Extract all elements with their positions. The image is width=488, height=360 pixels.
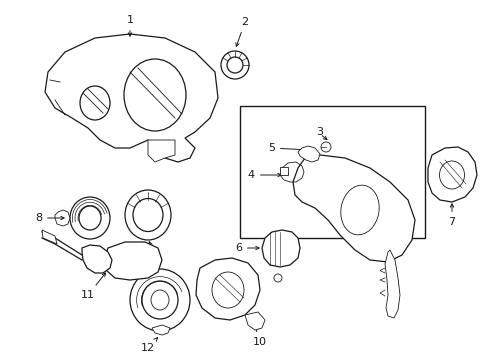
Circle shape: [320, 142, 330, 152]
Text: 12: 12: [141, 338, 157, 353]
Polygon shape: [427, 147, 476, 202]
Polygon shape: [297, 146, 319, 162]
Text: 10: 10: [252, 320, 266, 347]
Text: 6: 6: [235, 243, 259, 253]
Ellipse shape: [130, 269, 190, 331]
Ellipse shape: [439, 161, 464, 189]
Text: 8: 8: [35, 213, 64, 223]
Bar: [239, 106, 425, 238]
Polygon shape: [82, 245, 112, 273]
Circle shape: [273, 274, 282, 282]
Text: 7: 7: [447, 204, 455, 227]
Circle shape: [226, 57, 243, 73]
Ellipse shape: [124, 59, 185, 131]
Polygon shape: [244, 312, 264, 330]
Ellipse shape: [212, 272, 244, 308]
Text: 2: 2: [235, 17, 248, 46]
Polygon shape: [384, 250, 399, 318]
Ellipse shape: [142, 281, 178, 319]
Ellipse shape: [80, 86, 110, 120]
Polygon shape: [196, 258, 260, 320]
Ellipse shape: [125, 190, 171, 240]
Text: 1: 1: [126, 15, 133, 36]
Ellipse shape: [70, 197, 110, 239]
Circle shape: [221, 51, 248, 79]
Text: 4: 4: [247, 170, 281, 180]
Ellipse shape: [79, 206, 101, 230]
Polygon shape: [55, 210, 70, 226]
Ellipse shape: [151, 290, 169, 310]
Polygon shape: [42, 230, 57, 244]
Polygon shape: [262, 230, 299, 267]
Polygon shape: [45, 34, 218, 162]
Bar: [280, 167, 287, 175]
Text: 5: 5: [267, 143, 305, 153]
Polygon shape: [152, 325, 170, 335]
Text: 9: 9: [148, 242, 158, 263]
Ellipse shape: [133, 198, 163, 231]
Ellipse shape: [340, 185, 378, 235]
Polygon shape: [292, 155, 414, 262]
Text: 11: 11: [81, 273, 105, 300]
Polygon shape: [148, 140, 175, 162]
Text: 3: 3: [316, 127, 323, 137]
Polygon shape: [104, 242, 162, 280]
